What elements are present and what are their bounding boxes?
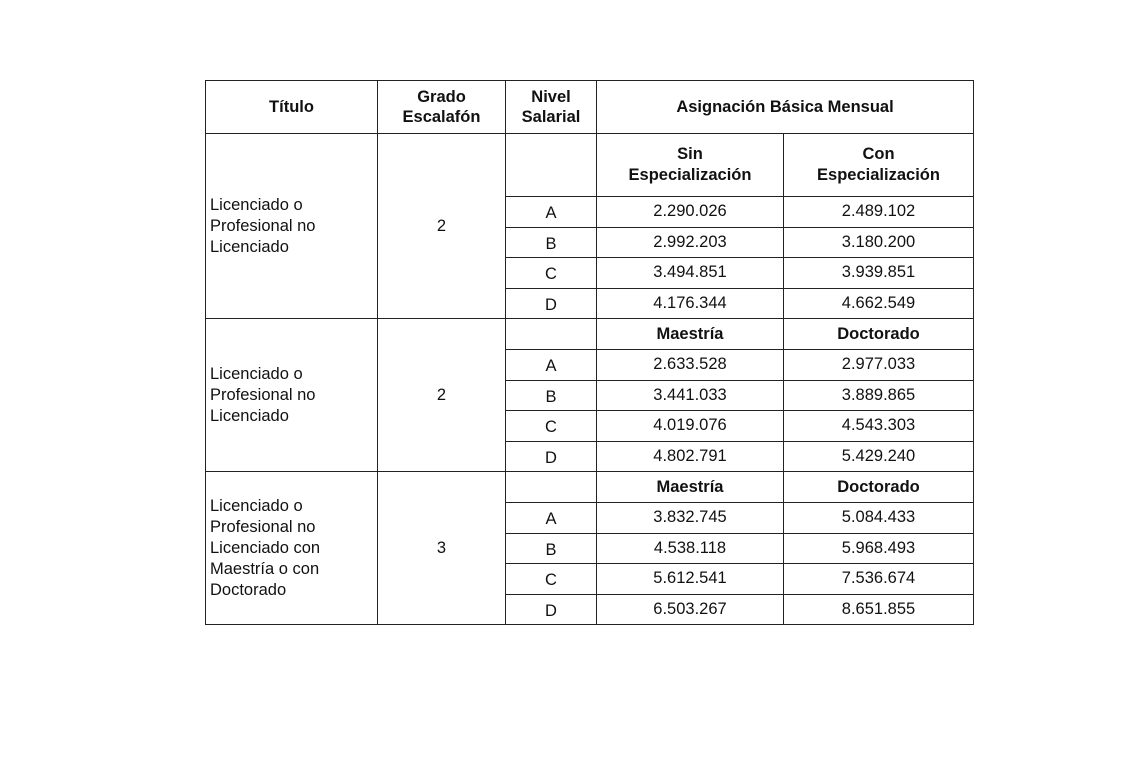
value-b-cell: 4.543.303 [782,410,975,442]
value-b-cell: 4.662.549 [782,287,975,319]
value-a-cell: 4.802.791 [596,440,784,472]
group-subheader-row: Licenciado o Profesional no Licenciado 2 M… [205,318,975,472]
value-b-cell: 5.429.240 [782,440,975,472]
col-a-header: Sin Especialización [596,133,784,197]
value-b-cell: 2.977.033 [782,349,975,381]
value-b-cell: 3.889.865 [782,379,975,411]
nivel-cell: B [505,532,597,564]
header-titulo: Título [205,80,378,134]
nivel-cell: C [505,410,597,442]
nivel-cell: D [505,593,597,625]
table-row: C 4.019.076 4.543.303 [206,410,975,442]
table-row: A 2.633.528 2.977.033 [206,349,975,381]
col-b-header: Doctorado [782,318,975,350]
header-nivel: Nivel Salarial [505,80,597,134]
value-b-cell: 3.180.200 [782,226,975,258]
titulo-cell: Licenciado o Profesional no Licenciado [205,318,378,472]
grado-cell: 3 [377,471,506,625]
nivel-cell: D [505,287,597,319]
salary-table: Título Grado Escalafón Nivel Salarial As… [205,80,975,625]
value-b-cell: 7.536.674 [782,563,975,595]
value-a-cell: 4.538.118 [596,532,784,564]
nivel-cell: C [505,563,597,595]
value-b-cell: 8.651.855 [782,593,975,625]
col-b-header: Con Especialización [782,133,975,197]
value-a-cell: 3.441.033 [596,379,784,411]
titulo-cell: Licenciado o Profesional no Licenciado c… [205,471,378,625]
value-a-cell: 4.176.344 [596,287,784,319]
value-a-cell: 3.494.851 [596,257,784,289]
nivel-cell: A [505,196,597,228]
value-b-cell: 5.084.433 [782,502,975,534]
nivel-empty-cell [505,471,597,503]
col-b-header: Doctorado [782,471,975,503]
nivel-cell: A [505,502,597,534]
value-b-cell: 2.489.102 [782,196,975,228]
value-a-cell: 2.633.528 [596,349,784,381]
value-a-cell: 3.832.745 [596,502,784,534]
value-a-cell: 2.992.203 [596,226,784,258]
nivel-cell: D [505,440,597,472]
table-row: A 2.290.026 2.489.102 [206,196,975,228]
titulo-cell: Licenciado o Profesional no Licenciado [205,133,378,319]
group-subheader-row: Licenciado o Profesional no Licenciado c… [205,471,975,625]
header-asignacion: Asignación Básica Mensual [595,80,975,134]
header-grado: Grado Escalafón [377,80,506,134]
nivel-cell: A [505,349,597,381]
col-a-header: Maestría [596,318,784,350]
value-a-cell: 6.503.267 [596,593,784,625]
col-a-header: Maestría [596,471,784,503]
nivel-cell: C [505,257,597,289]
value-a-cell: 4.019.076 [596,410,784,442]
header-row: Título Grado Escalafón Nivel Salarial As… [205,80,975,134]
table-row: B 2.992.203 3.180.200 [206,226,975,258]
table-row: A 3.832.745 5.084.433 [206,502,975,534]
grado-cell: 2 [377,318,506,472]
nivel-cell: B [505,226,597,258]
value-a-cell: 2.290.026 [596,196,784,228]
nivel-empty-cell [505,318,597,350]
table-row: D 4.802.791 5.429.240 [206,440,975,472]
value-a-cell: 5.612.541 [596,563,784,595]
group-subheader-row: Licenciado o Profesional no Licenciado 2 S… [205,133,975,319]
value-b-cell: 5.968.493 [782,532,975,564]
table-row: D 6.503.267 8.651.855 [206,593,975,625]
nivel-cell: B [505,379,597,411]
nivel-empty-cell [505,133,597,197]
table-row: C 5.612.541 7.536.674 [206,563,975,595]
table-row: D 4.176.344 4.662.549 [206,287,975,319]
value-b-cell: 3.939.851 [782,257,975,289]
grado-cell: 2 [377,133,506,319]
